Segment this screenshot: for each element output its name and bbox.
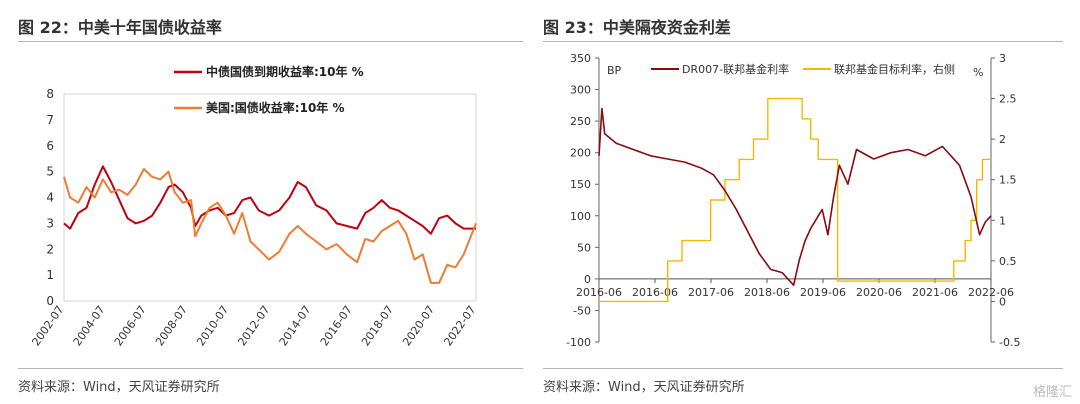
y-left-tick-label: 300	[570, 84, 591, 97]
source-divider	[18, 368, 523, 369]
y-left-tick-label: 100	[570, 210, 591, 223]
chart-svg-spread: -100 -50 0 50 100 150 200 250 300 350 -0.5 0 0.5 1 1.5…	[566, 52, 1020, 349]
legend-entry: DR007-联邦基金利率	[682, 62, 789, 76]
chart-panel-overnight-spread: 图 23：中美隔夜资金利差 -100 -50 0 50 100 150 200 250 300 3…	[543, 0, 1063, 404]
y-tick-label: 1	[46, 268, 54, 282]
series-line-0	[63, 165, 476, 235]
watermark-logo: 格隆汇	[1032, 385, 1072, 400]
y-right-tick-label: 3	[999, 52, 1006, 65]
y-left-tick-label: -50	[573, 304, 591, 317]
y-tick-label: 0	[46, 294, 54, 308]
x-tick-label: 2021-06	[912, 286, 958, 299]
x-tick-label: 2016-06	[576, 286, 622, 299]
x-tick-label: 2022-06	[968, 286, 1014, 299]
source-divider	[543, 368, 1063, 369]
y-tick-label: 2	[46, 242, 54, 256]
x-tick-label: 2008-07	[153, 303, 190, 348]
source-note: 资料来源：Wind，天风证券研究所	[543, 380, 745, 395]
y-left-tick-label: 0	[584, 273, 591, 286]
x-tick-label: 2004-07	[71, 303, 108, 348]
legend-entry: 中债国债到期收益率:10年 %	[206, 64, 364, 79]
x-tick-label: 2022-07	[441, 303, 478, 348]
source-note: 资料来源：Wind，天风证券研究所	[18, 380, 220, 395]
y-right-tick-label: 2	[999, 133, 1006, 146]
chart-title: 图 22：中美十年国债收益率	[18, 18, 222, 37]
y-left-tick-label: 200	[570, 147, 591, 160]
y-left-tick-label: -100	[566, 336, 591, 349]
y-tick-label: 6	[46, 139, 54, 153]
y-left-unit: BP	[607, 64, 622, 77]
y-right-unit: %	[973, 66, 983, 79]
x-tick-label: 2018-06	[744, 286, 790, 299]
chart-title: 图 23：中美隔夜资金利差	[543, 18, 731, 37]
plot-area	[63, 93, 477, 302]
y-tick-label: 5	[46, 165, 54, 179]
x-tick-label: 2006-07	[112, 303, 149, 348]
y-left-tick-label: 350	[570, 52, 591, 65]
y-tick-label: 8	[46, 87, 54, 101]
title-divider	[18, 41, 523, 42]
title-divider	[543, 41, 1063, 42]
y-left-tick-label: 150	[570, 178, 591, 191]
chart-panel-cn-us-10y: 图 22：中美十年国债收益率 0 1 2 3 4 5 6 7 8 2002-07 2004-07 20…	[18, 0, 523, 404]
legend-entry: 联邦基金目标利率，右侧	[834, 62, 955, 76]
x-tick-label: 2020-06	[856, 286, 902, 299]
x-tick-label: 2016-06	[632, 286, 678, 299]
x-tick-label: 2020-07	[400, 303, 437, 348]
x-tick-label: 2012-07	[235, 303, 272, 348]
y-right-tick-label: 0.5	[999, 255, 1017, 268]
y-left-tick-label: 250	[570, 115, 591, 128]
y-right-tick-label: 1	[999, 214, 1006, 227]
y-tick-label: 7	[46, 113, 54, 127]
y-right-tick-label: -0.5	[999, 336, 1020, 349]
series-line-1	[63, 168, 477, 284]
x-tick-label: 2016-07	[318, 303, 355, 348]
x-tick-label: 2014-07	[277, 303, 314, 348]
y-tick-label: 4	[46, 191, 54, 205]
x-tick-label: 2018-07	[359, 303, 396, 348]
x-tick-label: 2010-07	[194, 303, 231, 348]
y-tick-label: 3	[46, 216, 54, 230]
y-left-tick-label: 50	[577, 241, 591, 254]
y-right-tick-label: 0	[999, 295, 1006, 308]
x-tick-label: 2002-07	[29, 303, 66, 348]
series-line-0	[598, 107, 992, 286]
y-right-tick-label: 1.5	[999, 174, 1017, 187]
legend-entry: 美国:国债收益率:10年 %	[206, 100, 345, 115]
x-tick-label: 2017-06	[688, 286, 734, 299]
series-line-1	[599, 97, 991, 303]
y-right-tick-label: 2.5	[999, 93, 1017, 106]
x-tick-label: 2019-06	[800, 286, 846, 299]
